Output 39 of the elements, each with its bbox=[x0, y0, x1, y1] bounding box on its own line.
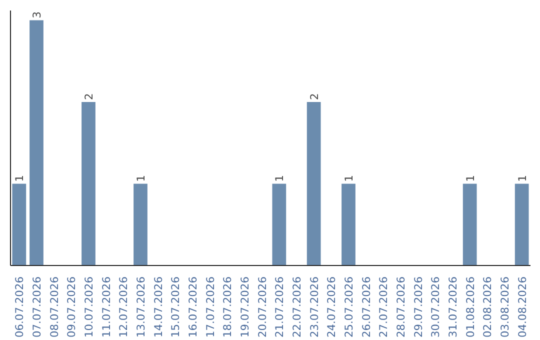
x-tick-label: 27.07.2026 bbox=[377, 276, 390, 338]
x-tick-label: 07.07.2026 bbox=[30, 276, 44, 338]
x-tick-label: 18.07.2026 bbox=[221, 276, 234, 338]
data-label: 3 bbox=[30, 12, 44, 18]
x-tick-label: 17.07.2026 bbox=[204, 276, 217, 338]
data-label: 1 bbox=[134, 174, 148, 182]
data-label: 1 bbox=[516, 174, 529, 182]
data-label: 1 bbox=[13, 174, 26, 182]
x-tick-label: 09.07.2026 bbox=[65, 276, 78, 338]
x-tick-label: 29.07.2026 bbox=[412, 276, 425, 338]
x-tick-label: 01.08.2026 bbox=[464, 276, 477, 338]
x-tick-label: 20.07.2026 bbox=[256, 276, 269, 338]
x-tick-label: 10.07.2026 bbox=[82, 276, 96, 338]
x-tick-label: 31.07.2026 bbox=[446, 276, 460, 338]
x-tick-label: 08.07.2026 bbox=[48, 276, 61, 338]
x-tick-label: 02.08.2026 bbox=[481, 276, 494, 338]
x-tick-label: 12.07.2026 bbox=[117, 276, 130, 338]
data-label: 2 bbox=[308, 93, 321, 100]
x-tick-label: 30.07.2026 bbox=[429, 276, 442, 338]
x-tick-label: 23.07.2026 bbox=[308, 276, 321, 338]
x-tick-label: 04.08.2026 bbox=[516, 276, 529, 338]
x-tick-label: 28.07.2026 bbox=[394, 276, 408, 338]
x-tick-label: 06.07.2026 bbox=[13, 276, 26, 338]
data-label: 1 bbox=[464, 174, 477, 182]
x-tick-label: 24.07.2026 bbox=[325, 276, 338, 338]
x-tick-label: 16.07.2026 bbox=[186, 276, 200, 338]
data-label: 1 bbox=[342, 174, 356, 182]
x-tick-label: 15.07.2026 bbox=[169, 276, 182, 338]
data-label: 1 bbox=[273, 174, 286, 182]
x-tick-label: 26.07.2026 bbox=[360, 276, 373, 338]
x-tick-label: 03.08.2026 bbox=[498, 276, 512, 338]
data-label: 2 bbox=[82, 93, 96, 100]
x-tick-label: 11.07.2026 bbox=[100, 276, 113, 338]
x-tick-label: 22.07.2026 bbox=[290, 276, 304, 338]
x-tick-label: 21.07.2026 bbox=[273, 276, 286, 338]
x-tick-label: 14.07.2026 bbox=[152, 276, 165, 338]
x-tick-label: 13.07.2026 bbox=[134, 276, 148, 338]
x-tick-label: 25.07.2026 bbox=[342, 276, 356, 338]
x-tick-label: 19.07.2026 bbox=[238, 276, 252, 338]
